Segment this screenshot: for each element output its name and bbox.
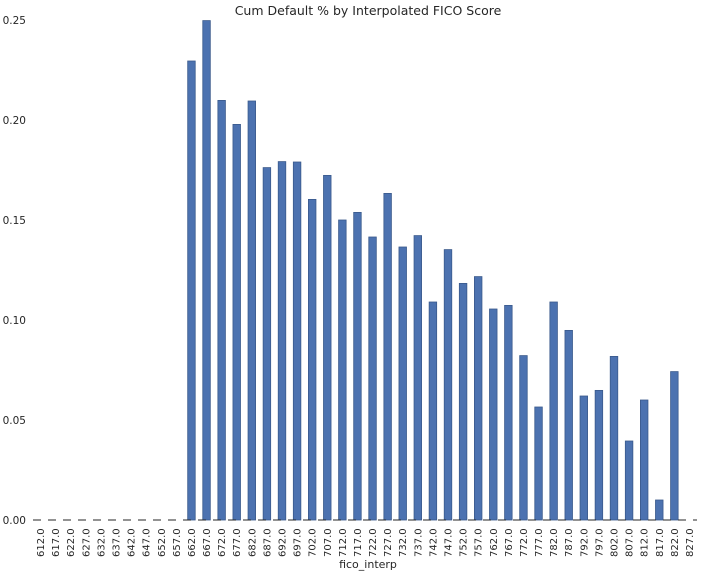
bar bbox=[368, 236, 377, 521]
bar bbox=[292, 161, 302, 521]
x-tick-label: 637.0 bbox=[112, 528, 123, 557]
y-tick-label: 0.00 bbox=[3, 515, 26, 527]
bar bbox=[398, 246, 407, 521]
x-tick-label: 657.0 bbox=[172, 528, 183, 557]
x-tick-label: 732.0 bbox=[398, 528, 409, 557]
bar bbox=[413, 235, 422, 521]
bar bbox=[308, 198, 317, 521]
bar bbox=[594, 389, 604, 521]
x-tick-label: 717.0 bbox=[353, 528, 364, 557]
x-tick-label: 762.0 bbox=[489, 528, 500, 557]
x-tick-label: 792.0 bbox=[579, 528, 590, 557]
x-tick-label: 682.0 bbox=[247, 528, 258, 557]
x-tick-label: 642.0 bbox=[127, 528, 138, 557]
bar bbox=[428, 301, 438, 521]
bar bbox=[670, 371, 679, 521]
x-axis-label: fico_interp bbox=[339, 558, 397, 571]
y-axis: 0.00 0.05 0.10 0.15 0.20 0.25 bbox=[3, 15, 26, 527]
bar bbox=[277, 161, 287, 521]
bar bbox=[187, 60, 196, 521]
x-tick-label: 737.0 bbox=[413, 528, 424, 557]
x-tick-label: 702.0 bbox=[308, 528, 319, 557]
y-tick-label: 0.25 bbox=[3, 15, 26, 27]
y-tick-label: 0.05 bbox=[3, 415, 26, 427]
y-tick-label: 0.10 bbox=[3, 315, 26, 327]
bar bbox=[624, 440, 634, 521]
x-tick-label: 712.0 bbox=[338, 528, 349, 557]
x-tick-label: 687.0 bbox=[262, 528, 273, 557]
bar bbox=[262, 167, 272, 521]
x-tick-label: 782.0 bbox=[549, 528, 560, 557]
x-tick-label: 667.0 bbox=[202, 528, 213, 557]
x-tick-label: 612.0 bbox=[36, 528, 47, 557]
bar bbox=[504, 304, 513, 521]
bar bbox=[564, 329, 573, 521]
x-tick-label: 677.0 bbox=[232, 528, 243, 557]
bar bbox=[640, 399, 649, 521]
x-tick-label: 752.0 bbox=[459, 528, 470, 557]
x-tick-label: 827.0 bbox=[685, 528, 696, 557]
x-tick-label: 807.0 bbox=[625, 528, 636, 557]
bar bbox=[443, 249, 453, 521]
x-tick-label: 787.0 bbox=[564, 528, 575, 557]
bar bbox=[383, 192, 392, 521]
x-tick-label: 632.0 bbox=[96, 528, 107, 557]
x-tick-label: 617.0 bbox=[51, 528, 62, 557]
x-tick-label: 817.0 bbox=[655, 528, 666, 557]
bar bbox=[458, 282, 468, 521]
x-tick-label: 722.0 bbox=[368, 528, 379, 557]
bar bbox=[655, 499, 664, 521]
x-tick-label: 697.0 bbox=[293, 528, 304, 557]
x-tick-label: 647.0 bbox=[142, 528, 153, 557]
x-axis: 612.0 617.0 622.0 627.0 632.0 637.0 642.0 647.0… bbox=[36, 528, 696, 557]
bar bbox=[202, 20, 211, 521]
x-tick-label: 662.0 bbox=[187, 528, 198, 557]
x-tick-label: 767.0 bbox=[504, 528, 515, 557]
bar bbox=[474, 276, 483, 521]
bar bbox=[338, 219, 347, 521]
bar bbox=[217, 100, 226, 521]
chart-title: Cum Default % by Interpolated FICO Score bbox=[235, 3, 502, 18]
x-tick-label: 822.0 bbox=[670, 528, 681, 557]
bar bbox=[247, 100, 256, 521]
bar bbox=[323, 174, 332, 521]
x-tick-label: 622.0 bbox=[66, 528, 77, 557]
x-tick-label: 772.0 bbox=[519, 528, 530, 557]
bar bbox=[353, 211, 362, 521]
bar bbox=[579, 395, 588, 521]
x-tick-label: 742.0 bbox=[428, 528, 439, 557]
y-tick-label: 0.20 bbox=[3, 115, 26, 127]
x-tick-label: 707.0 bbox=[323, 528, 334, 557]
bar bbox=[232, 124, 241, 521]
x-tick-label: 692.0 bbox=[278, 528, 289, 557]
y-tick-label: 0.15 bbox=[3, 215, 26, 227]
x-tick-label: 802.0 bbox=[610, 528, 621, 557]
x-tick-label: 652.0 bbox=[157, 528, 168, 557]
x-tick-label: 672.0 bbox=[217, 528, 228, 557]
x-tick-label: 757.0 bbox=[474, 528, 485, 557]
x-tick-label: 797.0 bbox=[594, 528, 605, 557]
x-tick-label: 727.0 bbox=[383, 528, 394, 557]
x-tick-label: 627.0 bbox=[81, 528, 92, 557]
bar bbox=[534, 406, 543, 521]
bar bbox=[549, 301, 558, 521]
bar bbox=[519, 355, 528, 521]
bar bbox=[609, 355, 619, 521]
x-tick-label: 747.0 bbox=[444, 528, 455, 557]
x-tick-label: 777.0 bbox=[534, 528, 545, 557]
x-tick-label: 812.0 bbox=[640, 528, 651, 557]
bar bbox=[489, 308, 498, 521]
bars bbox=[187, 20, 679, 521]
